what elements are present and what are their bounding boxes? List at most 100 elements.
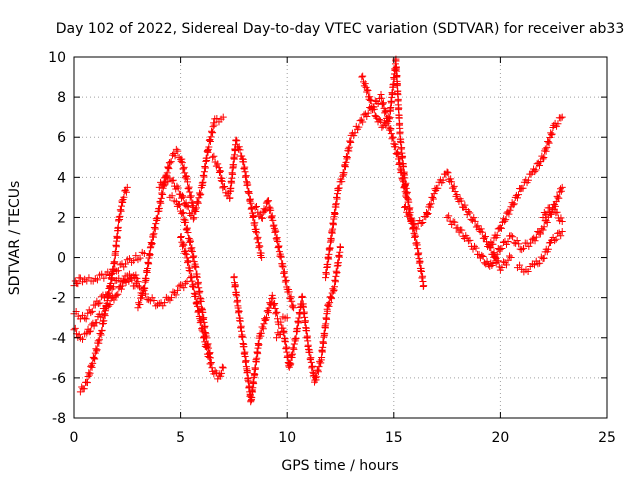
data-point — [498, 244, 506, 252]
data-point — [164, 164, 172, 172]
y-tick-label: 2 — [57, 210, 66, 226]
data-point — [539, 155, 547, 163]
data-point — [133, 274, 141, 282]
data-point — [145, 296, 153, 304]
data-point — [510, 200, 518, 208]
data-point — [287, 360, 295, 368]
data-point — [272, 310, 280, 318]
data-point — [122, 260, 130, 268]
data-point — [502, 216, 510, 224]
data-point — [95, 339, 103, 347]
data-point — [405, 198, 413, 206]
data-point — [261, 315, 269, 323]
data-point — [499, 238, 507, 246]
data-point — [507, 232, 515, 240]
data-point — [97, 330, 105, 338]
y-tick-label: -4 — [52, 331, 66, 347]
data-point — [531, 168, 539, 176]
data-point — [532, 233, 540, 241]
data-point — [449, 218, 457, 226]
data-point — [386, 113, 394, 121]
data-point — [388, 135, 396, 143]
data-point — [181, 169, 189, 177]
data-point — [399, 153, 407, 161]
x-tick-label: 10 — [278, 430, 296, 446]
data-point — [184, 203, 192, 211]
data-point — [272, 228, 280, 236]
data-point — [122, 278, 130, 286]
data-point — [201, 164, 209, 172]
data-point — [185, 185, 193, 193]
data-point — [378, 100, 386, 108]
data-point — [120, 193, 128, 201]
data-point — [186, 188, 194, 196]
data-point — [322, 320, 330, 328]
data-point — [340, 169, 348, 177]
x-ticks: 0 5 10 15 20 25 — [70, 57, 616, 446]
data-point — [113, 291, 121, 299]
data-point — [113, 233, 121, 241]
data-point — [164, 163, 172, 171]
data-point — [542, 217, 550, 225]
data-point — [177, 234, 185, 241]
data-point — [195, 189, 203, 197]
data-point — [424, 209, 432, 217]
data-point — [97, 293, 105, 301]
data-point — [389, 133, 397, 141]
data-point — [330, 283, 338, 291]
data-point — [121, 277, 129, 285]
data-point — [413, 225, 421, 233]
series-tracks_n — [358, 55, 428, 290]
data-point — [159, 302, 167, 310]
data-point — [320, 339, 328, 347]
data-point — [458, 226, 466, 234]
data-point — [145, 260, 153, 268]
data-point — [289, 350, 297, 358]
data-point — [535, 161, 543, 169]
data-point — [489, 240, 497, 248]
data-point — [345, 143, 353, 151]
data-point — [210, 121, 218, 129]
data-point — [202, 343, 210, 351]
data-point — [205, 350, 213, 358]
data-point — [171, 152, 179, 160]
data-point — [194, 198, 202, 206]
data-point — [180, 241, 188, 249]
data-point — [333, 269, 341, 277]
x-axis-label: GPS time / hours — [281, 458, 398, 474]
data-point — [519, 244, 527, 252]
data-point — [387, 130, 395, 138]
data-point — [551, 237, 559, 245]
y-tick-label: 6 — [57, 130, 66, 146]
data-point — [449, 184, 457, 192]
data-point — [377, 117, 385, 125]
data-point — [89, 353, 97, 361]
data-point — [179, 193, 187, 201]
data-point — [276, 331, 284, 339]
data-point — [389, 80, 397, 88]
data-point — [233, 292, 241, 300]
series-tracks_s — [539, 204, 566, 225]
data-point — [513, 236, 521, 244]
data-point — [214, 160, 222, 168]
data-point — [543, 210, 551, 218]
data-point — [378, 123, 386, 131]
data-point — [273, 308, 281, 316]
data-point — [183, 202, 191, 210]
data-point — [93, 276, 101, 284]
data-point — [80, 385, 88, 393]
data-point — [457, 197, 465, 205]
data-point — [554, 120, 562, 128]
data-point — [418, 267, 426, 275]
data-point — [512, 239, 520, 247]
data-point — [194, 199, 202, 207]
data-point — [552, 209, 560, 217]
data-point — [154, 214, 162, 222]
data-point — [542, 147, 550, 155]
data-point — [257, 332, 265, 340]
data-point — [321, 330, 329, 338]
data-point — [203, 343, 211, 351]
data-point — [270, 221, 278, 229]
series-tracks_e — [134, 145, 197, 312]
data-point — [474, 222, 482, 230]
